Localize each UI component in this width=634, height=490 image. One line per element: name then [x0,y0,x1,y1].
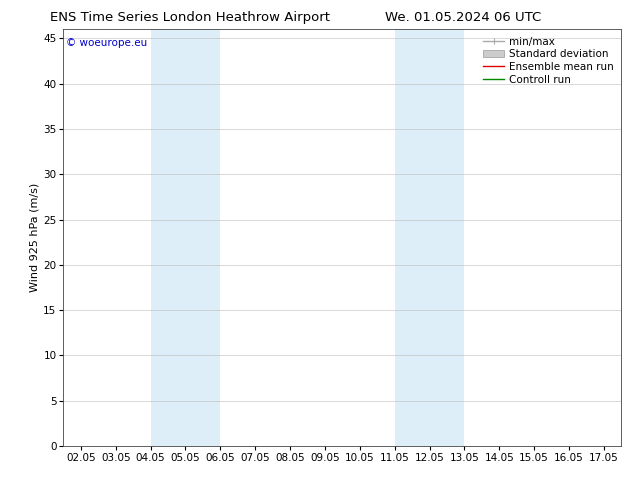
Text: ENS Time Series London Heathrow Airport: ENS Time Series London Heathrow Airport [50,11,330,24]
Text: © woeurope.eu: © woeurope.eu [66,38,148,48]
Bar [150,29,221,446]
Y-axis label: Wind 925 hPa (m/s): Wind 925 hPa (m/s) [29,183,39,292]
Text: We. 01.05.2024 06 UTC: We. 01.05.2024 06 UTC [385,11,541,24]
Legend: min/max, Standard deviation, Ensemble mean run, Controll run: min/max, Standard deviation, Ensemble me… [481,35,616,87]
Bar [394,29,464,446]
